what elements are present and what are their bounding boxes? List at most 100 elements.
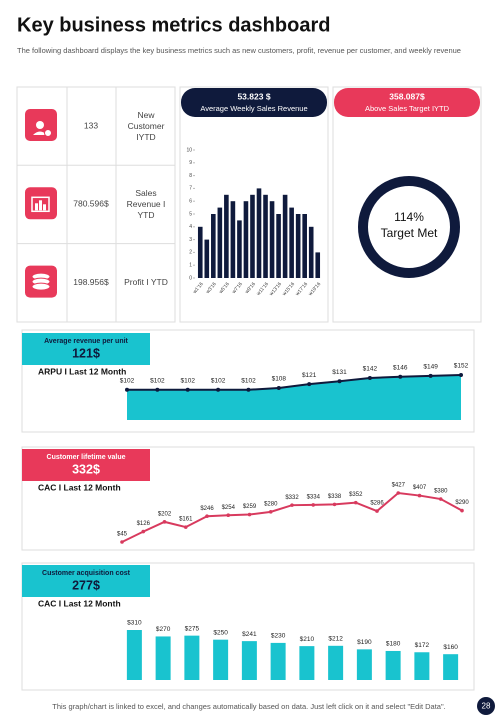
point [307, 382, 312, 387]
bar [263, 194, 268, 278]
badge-value: 358.087$ [389, 91, 425, 101]
point [337, 379, 342, 384]
page-subtitle: The following dashboard displays the key… [17, 46, 461, 55]
value-label: $310 [127, 620, 142, 627]
value-label: $161 [179, 517, 193, 523]
bar [155, 636, 171, 680]
bar [356, 649, 372, 680]
point [247, 512, 252, 517]
bar [276, 214, 281, 278]
point [125, 387, 129, 392]
bar [315, 252, 321, 278]
bar [270, 642, 286, 680]
icon-part [36, 121, 44, 129]
icon-part [31, 282, 51, 291]
value-label: $131 [332, 369, 347, 376]
bar [230, 201, 236, 278]
y-tick-label: 0 [189, 275, 192, 281]
value-label: $180 [386, 641, 401, 648]
bar [217, 207, 223, 278]
value-label: $230 [271, 633, 286, 640]
section-title: Average revenue per unit [44, 338, 128, 345]
page-number: 28 [482, 702, 491, 711]
value-label: $241 [242, 631, 257, 638]
value-label: $254 [222, 505, 236, 511]
point [216, 387, 221, 392]
value-label: $202 [158, 511, 172, 517]
kpi-value: 780.596$ [73, 199, 109, 209]
value-label: $210 [300, 636, 315, 643]
y-tick-label: 3 [189, 237, 192, 243]
value-label: $126 [137, 521, 151, 527]
icon-part [39, 200, 42, 211]
value-label: $380 [434, 489, 448, 495]
value-label: $275 [185, 625, 200, 632]
kpi-value: 133 [84, 120, 98, 130]
value-label: $212 [328, 636, 343, 643]
page-title: Key business metrics dashboard [17, 14, 330, 36]
bar [237, 220, 242, 278]
bar [308, 226, 314, 278]
badge [181, 88, 327, 117]
value-label: $121 [302, 372, 317, 379]
point [428, 373, 433, 378]
kpi-icon-glyph [31, 272, 51, 291]
bar [250, 194, 255, 278]
kpi-label-box: New Customer IYTD [128, 110, 165, 142]
value-label: $152 [454, 363, 469, 370]
subtitle-box: The following dashboard displays the key… [17, 46, 461, 55]
point [226, 513, 231, 517]
bar [224, 194, 229, 278]
y-tick-label: 10 [186, 147, 192, 153]
icon-part [33, 131, 47, 135]
icon-part [44, 129, 52, 137]
value-label: $172 [415, 642, 430, 649]
value-label: $352 [349, 492, 363, 498]
value-label: $270 [156, 626, 171, 633]
donut-value: 114% [394, 210, 424, 224]
value-label: $160 [443, 644, 458, 651]
section-label-box [22, 333, 150, 365]
bar [211, 214, 216, 278]
value-label: $332 [285, 495, 299, 501]
bar [289, 207, 294, 278]
kpi-label-box: Profit I YTD [124, 277, 168, 287]
point [120, 540, 124, 544]
point [290, 503, 294, 507]
badge [334, 88, 480, 117]
point [398, 374, 403, 379]
y-tick-label: 9 [189, 160, 192, 166]
value-label: $102 [241, 378, 256, 385]
bar [385, 650, 401, 680]
point [459, 373, 463, 377]
bar [184, 635, 200, 680]
area [127, 375, 461, 420]
y-tick-label: 4 [189, 224, 192, 230]
value-label: $102 [120, 378, 135, 385]
point [276, 386, 281, 391]
value-label: $280 [264, 501, 278, 507]
bar [197, 226, 203, 278]
point [353, 500, 358, 505]
value-label: $407 [413, 485, 427, 491]
y-tick-label: 8 [189, 173, 192, 179]
section-subtitle: CAC I Last 12 Month [38, 482, 121, 492]
value-label: $102 [211, 378, 226, 385]
section-headline: 332$ [72, 462, 100, 476]
kpi-label: Sales Revenue I YTD [126, 187, 166, 220]
bar [282, 194, 288, 278]
point [417, 493, 422, 498]
point [460, 508, 464, 513]
value-label: $246 [200, 506, 214, 512]
y-tick-label: 1 [189, 263, 192, 269]
point [268, 510, 273, 514]
footer-note: This graph/chart is linked to excel, and… [52, 702, 445, 711]
page-badge [477, 697, 495, 715]
point [332, 502, 337, 507]
point [183, 525, 188, 529]
value-label: $146 [393, 364, 408, 371]
bar [299, 646, 315, 680]
bar [243, 201, 249, 278]
kpi-label-box: Sales Revenue I YTD [126, 187, 166, 220]
line [127, 374, 462, 391]
